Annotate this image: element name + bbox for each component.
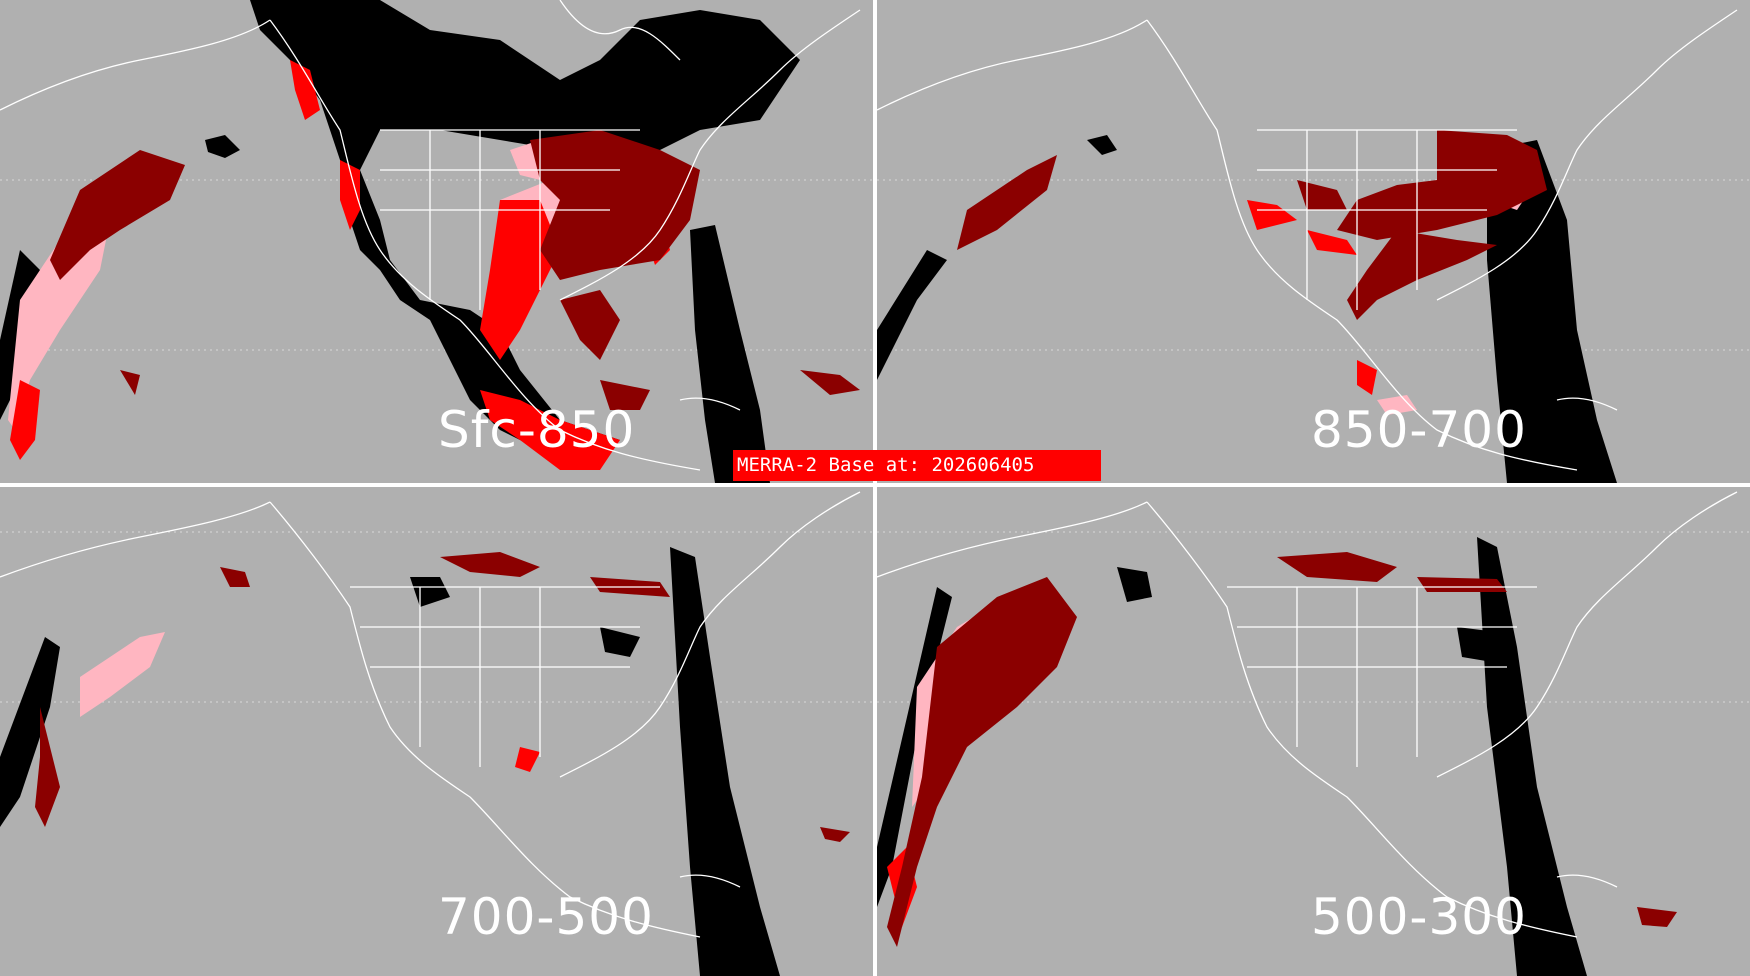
high-regions xyxy=(887,552,1677,947)
map-canvas xyxy=(0,491,873,976)
no-data-regions xyxy=(0,0,800,483)
map-panel-sfc-850: Sfc-850 xyxy=(0,0,873,483)
medium-regions xyxy=(515,747,540,772)
medium-regions xyxy=(1247,200,1377,395)
map-panel-500-300: 500-300 xyxy=(877,487,1750,976)
coastlines xyxy=(0,0,861,471)
no-data-regions xyxy=(0,547,780,976)
pressure-layer-label: 700-500 xyxy=(438,888,654,946)
graticule xyxy=(877,531,1750,703)
high-regions xyxy=(50,130,860,410)
pressure-layer-label: 850-700 xyxy=(1311,401,1527,459)
map-panel-850-700: 850-700 xyxy=(877,0,1750,483)
map-canvas xyxy=(877,9,1750,483)
map-canvas xyxy=(877,491,1750,976)
pressure-layer-label: Sfc-850 xyxy=(438,401,636,459)
no-data-regions xyxy=(877,135,1617,483)
pressure-layer-label: 500-300 xyxy=(1311,888,1527,946)
coastlines xyxy=(877,491,1738,938)
low-regions xyxy=(80,632,165,717)
coastlines xyxy=(0,491,861,938)
coastlines xyxy=(877,9,1738,471)
map-panel-700-500: 700-500 xyxy=(0,487,873,976)
high-regions xyxy=(957,130,1547,320)
source-banner: MERRA-2 Base at: 202606405 xyxy=(733,450,1101,481)
map-canvas xyxy=(0,0,873,483)
graticule xyxy=(0,531,873,703)
